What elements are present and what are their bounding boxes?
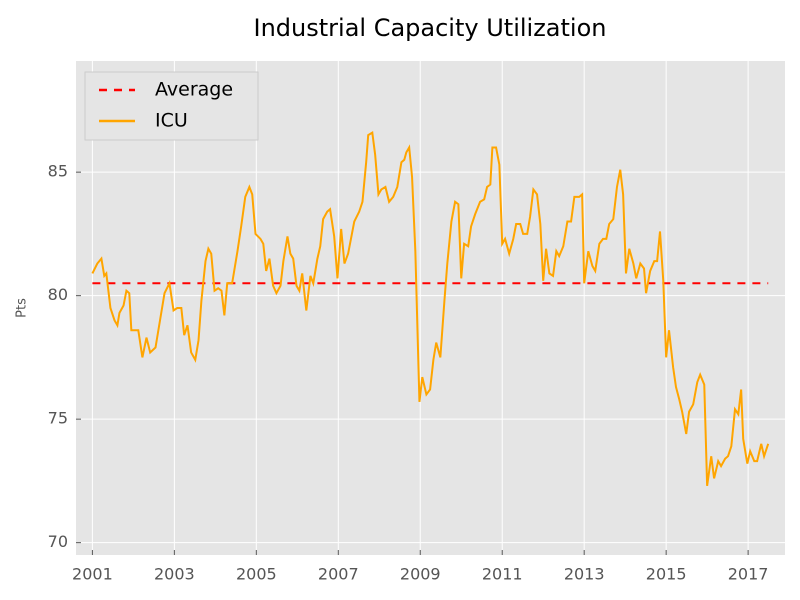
y-tick-label: 70	[48, 532, 68, 551]
line-series	[91, 130, 770, 486]
y-tick-label: 85	[48, 162, 68, 181]
x-tick-label: 2015	[646, 565, 687, 584]
x-tick-label: 2011	[482, 565, 523, 584]
x-tick-label: 2005	[236, 565, 277, 584]
y-tick-label: 80	[48, 285, 68, 304]
y-tick-label: 75	[48, 409, 68, 428]
x-tick-label: 2007	[318, 565, 359, 584]
plot-area	[76, 61, 785, 555]
chart-title: Industrial Capacity Utilization	[254, 14, 607, 42]
x-tick-label: 2017	[728, 565, 769, 584]
legend-label: ICU	[155, 110, 188, 132]
x-tick-label: 2013	[564, 565, 605, 584]
legend-label: Average	[155, 79, 233, 101]
y-axis-label: Pts	[15, 298, 30, 318]
x-tick-label: 2001	[72, 565, 113, 584]
x-tick-label: 2009	[400, 565, 441, 584]
x-tick-label: 2003	[154, 565, 195, 584]
legend-box	[84, 71, 259, 141]
